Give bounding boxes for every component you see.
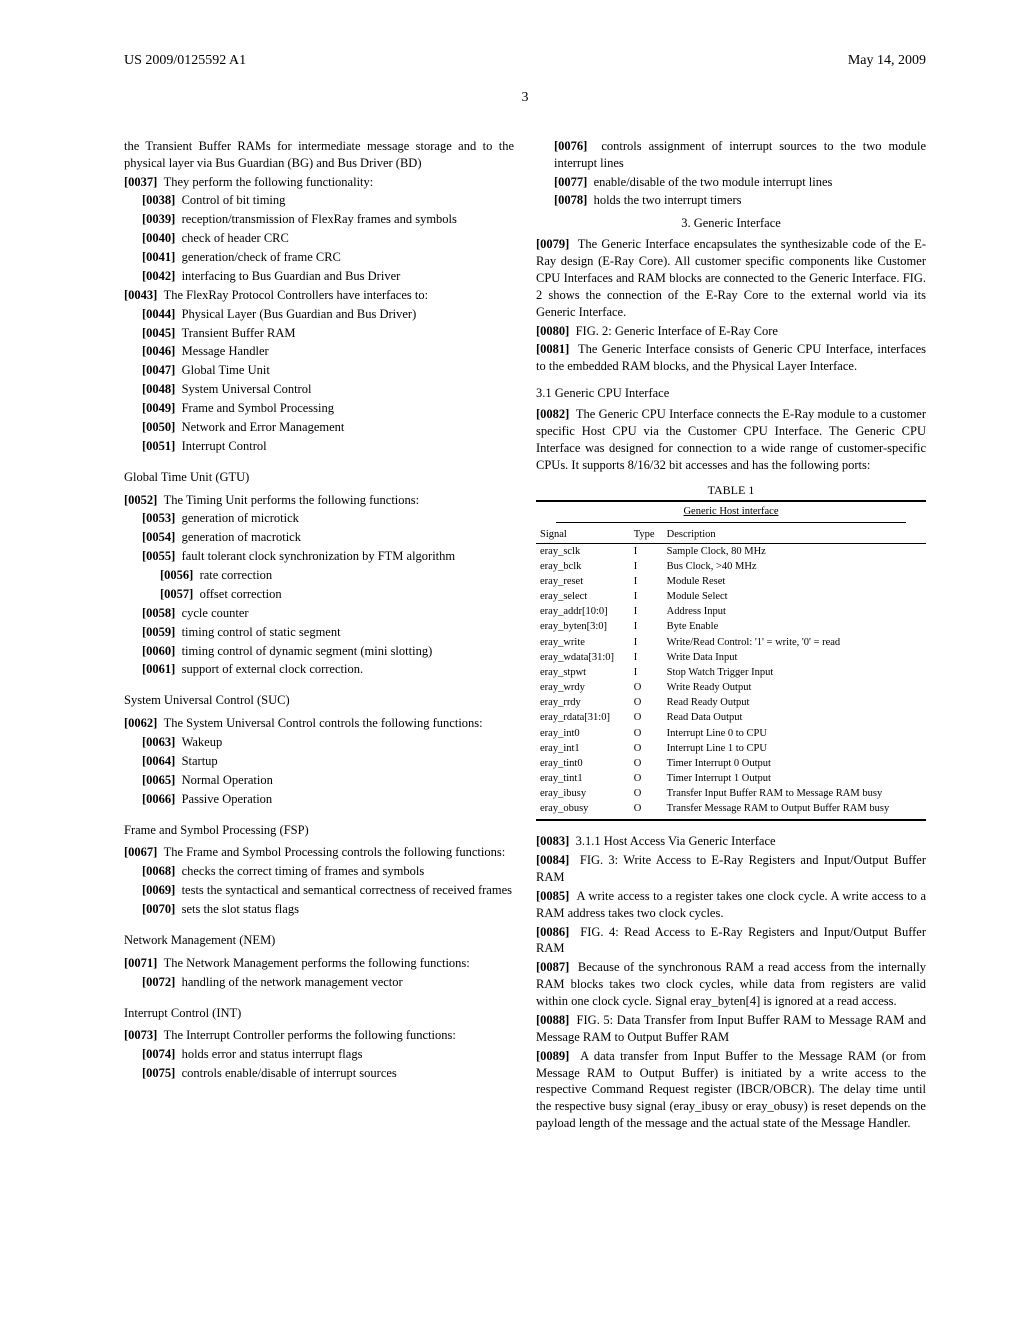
para-62: [0062] The System Universal Control cont… [124, 715, 514, 732]
para-39: [0039] reception/transmission of FlexRay… [124, 211, 514, 228]
table-row: eray_byten[3:0]IByte Enable [536, 620, 926, 635]
para-74: [0074] holds error and status interrupt … [124, 1046, 514, 1063]
table-row: eray_wrdyOWrite Ready Output [536, 681, 926, 696]
para-50: [0050] Network and Error Management [124, 419, 514, 436]
page-header: US 2009/0125592 A1 May 14, 2009 [124, 52, 926, 71]
para-72: [0072] handling of the network managemen… [124, 974, 514, 991]
table-row: eray_int1OInterrupt Line 1 to CPU [536, 741, 926, 756]
para-64: [0064] Startup [124, 753, 514, 770]
para-81: [0081] The Generic Interface consists of… [536, 341, 926, 375]
para-47: [0047] Global Time Unit [124, 362, 514, 379]
para-40: [0040] check of header CRC [124, 230, 514, 247]
section-3-header: 3. Generic Interface [536, 215, 926, 232]
table-row: eray_addr[10:0]IAddress Input [536, 605, 926, 620]
table-row: eray_stpwtIStop Watch Trigger Input [536, 665, 926, 680]
pub-date: May 14, 2009 [848, 52, 926, 71]
para-49: [0049] Frame and Symbol Processing [124, 400, 514, 417]
para-83: [0083] 3.1.1 Host Access Via Generic Int… [536, 833, 926, 850]
para-45: [0045] Transient Buffer RAM [124, 325, 514, 342]
content-columns: the Transient Buffer RAMs for intermedia… [124, 136, 926, 1134]
para-59: [0059] timing control of static segment [124, 624, 514, 641]
table-row: eray_wdata[31:0]IWrite Data Input [536, 650, 926, 665]
para-84: [0084] FIG. 3: Write Access to E-Ray Reg… [536, 852, 926, 886]
table-row: eray_sclkISample Clock, 80 MHz [536, 544, 926, 560]
int-header: Interrupt Control (INT) [124, 1005, 514, 1022]
table-row: eray_selectIModule Select [536, 590, 926, 605]
para-43: [0043] The FlexRay Protocol Controllers … [124, 287, 514, 304]
para-53: [0053] generation of microtick [124, 510, 514, 527]
para-48: [0048] System Universal Control [124, 381, 514, 398]
para-76: [0076] controls assignment of interrupt … [536, 138, 926, 172]
para-57: [0057] offset correction [124, 586, 514, 603]
para-71: [0071] The Network Management performs t… [124, 955, 514, 972]
table-row: eray_rdata[31:0]ORead Data Output [536, 711, 926, 726]
para-55: [0055] fault tolerant clock synchronizat… [124, 548, 514, 565]
gtu-header: Global Time Unit (GTU) [124, 469, 514, 486]
para-89: [0089] A data transfer from Input Buffer… [536, 1048, 926, 1132]
para-44: [0044] Physical Layer (Bus Guardian and … [124, 306, 514, 323]
table-subcaption: Generic Host interface [556, 505, 906, 523]
table-caption: TABLE 1 [536, 482, 926, 498]
para-61: [0061] support of external clock correct… [124, 661, 514, 678]
para-78: [0078] holds the two interrupt timers [536, 192, 926, 209]
left-column: the Transient Buffer RAMs for intermedia… [124, 136, 514, 1134]
table-row: eray_rrdyORead Ready Output [536, 696, 926, 711]
pub-number: US 2009/0125592 A1 [124, 52, 246, 71]
para-80: [0080] FIG. 2: Generic Interface of E-Ra… [536, 323, 926, 340]
para-67: [0067] The Frame and Symbol Processing c… [124, 844, 514, 861]
section-3-1-header: 3.1 Generic CPU Interface [536, 385, 926, 402]
th-desc: Description [663, 527, 926, 544]
para-86: [0086] FIG. 4: Read Access to E-Ray Regi… [536, 924, 926, 958]
para-70: [0070] sets the slot status flags [124, 901, 514, 918]
page-number: 3 [124, 89, 926, 108]
para-75: [0075] controls enable/disable of interr… [124, 1065, 514, 1082]
para-54: [0054] generation of macrotick [124, 529, 514, 546]
suc-header: System Universal Control (SUC) [124, 692, 514, 709]
table-row: eray_writeIWrite/Read Control: '1' = wri… [536, 635, 926, 650]
table-row: eray_bclkIBus Clock, >40 MHz [536, 559, 926, 574]
table-row: eray_ibusyOTransfer Input Buffer RAM to … [536, 787, 926, 802]
para-38: [0038] Control of bit timing [124, 192, 514, 209]
signal-table: Signal Type Description eray_sclkISample… [536, 527, 926, 817]
para-77: [0077] enable/disable of the two module … [536, 174, 926, 191]
para-65: [0065] Normal Operation [124, 772, 514, 789]
para-58: [0058] cycle counter [124, 605, 514, 622]
para-85: [0085] A write access to a register take… [536, 888, 926, 922]
fsp-header: Frame and Symbol Processing (FSP) [124, 822, 514, 839]
para-37: [0037] They perform the following functi… [124, 174, 514, 191]
para-69: [0069] tests the syntactical and semanti… [124, 882, 514, 899]
right-column: [0076] controls assignment of interrupt … [536, 136, 926, 1134]
th-signal: Signal [536, 527, 630, 544]
para-42: [0042] interfacing to Bus Guardian and B… [124, 268, 514, 285]
nem-header: Network Management (NEM) [124, 932, 514, 949]
para-87: [0087] Because of the synchronous RAM a … [536, 959, 926, 1010]
table-row: eray_tint0OTimer Interrupt 0 Output [536, 756, 926, 771]
para-63: [0063] Wakeup [124, 734, 514, 751]
para-68: [0068] checks the correct timing of fram… [124, 863, 514, 880]
table-row: eray_resetIModule Reset [536, 574, 926, 589]
table-rule-top [536, 500, 926, 502]
para-41: [0041] generation/check of frame CRC [124, 249, 514, 266]
para-top: the Transient Buffer RAMs for intermedia… [124, 138, 514, 172]
para-56: [0056] rate correction [124, 567, 514, 584]
para-46: [0046] Message Handler [124, 343, 514, 360]
para-51: [0051] Interrupt Control [124, 438, 514, 455]
para-73: [0073] The Interrupt Controller performs… [124, 1027, 514, 1044]
table-rule-bottom [536, 819, 926, 821]
table-row: eray_obusyOTransfer Message RAM to Outpu… [536, 802, 926, 817]
para-88: [0088] FIG. 5: Data Transfer from Input … [536, 1012, 926, 1046]
para-60: [0060] timing control of dynamic segment… [124, 643, 514, 660]
table-row: eray_int0OInterrupt Line 0 to CPU [536, 726, 926, 741]
para-79: [0079] The Generic Interface encapsulate… [536, 236, 926, 320]
table-row: eray_tint1OTimer Interrupt 1 Output [536, 772, 926, 787]
th-type: Type [630, 527, 663, 544]
para-82: [0082] The Generic CPU Interface connect… [536, 406, 926, 474]
para-52: [0052] The Timing Unit performs the foll… [124, 492, 514, 509]
para-66: [0066] Passive Operation [124, 791, 514, 808]
